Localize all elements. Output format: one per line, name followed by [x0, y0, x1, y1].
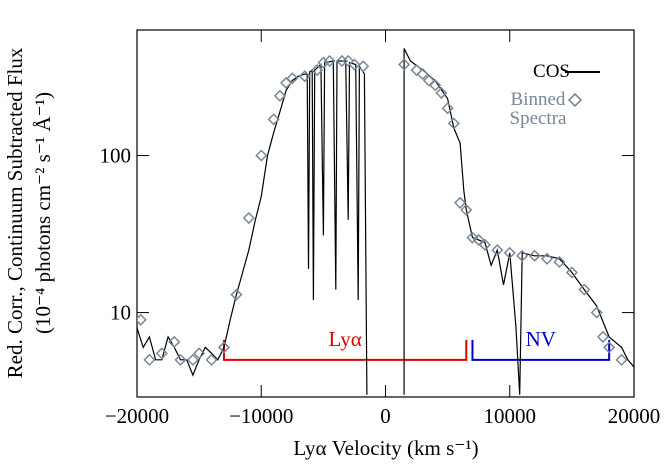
binned-point: [186, 353, 199, 366]
binned-point: [280, 76, 293, 89]
x-tick-label: −20000: [105, 404, 169, 428]
x-tick-label: 10000: [484, 404, 537, 428]
binned-point: [578, 283, 591, 296]
binned-point: [435, 86, 448, 100]
binned-point: [230, 288, 243, 301]
bracket: [222, 339, 468, 361]
binned-point: [348, 58, 361, 71]
binned-point: [528, 249, 541, 262]
binned-point: [242, 211, 255, 225]
y-axis-label: (10⁻⁴ photons cm⁻² s⁻¹ Å⁻¹): [31, 92, 55, 334]
binned-point: [273, 89, 286, 102]
binned-point: [453, 196, 467, 209]
binned-point: [311, 64, 324, 77]
binned-point: [503, 246, 516, 259]
plot-area: [137, 48, 634, 395]
y-tick-label: 10: [110, 301, 131, 325]
x-tick-label: 0: [380, 404, 391, 428]
binned-point: [193, 347, 206, 360]
legend-label: COS: [533, 61, 570, 82]
binned-point: [447, 117, 460, 130]
binned-point: [540, 252, 554, 265]
binned-point: [478, 238, 491, 251]
plot-frame: [136, 29, 635, 398]
y-tick-label: 100: [100, 144, 132, 168]
binned-point: [168, 335, 181, 349]
y-axis-label: Red. Corr., Continuum Subtracted Flux: [3, 47, 27, 378]
binned-point: [410, 64, 423, 77]
binned-point: [317, 56, 330, 69]
binned-point: [217, 341, 231, 354]
binned-point: [267, 113, 280, 126]
binned-point: [553, 255, 566, 269]
binned-point: [603, 341, 616, 354]
binned-point: [466, 231, 479, 244]
binned-point: [323, 54, 336, 68]
binned-point: [137, 313, 147, 326]
binned-point: [491, 244, 504, 257]
binned-point: [422, 74, 436, 87]
binned-point: [286, 72, 299, 85]
binned-point: [416, 68, 429, 81]
binned-point: [590, 306, 603, 319]
binned-point: [398, 58, 411, 71]
x-axis-label: Lyα Velocity (km s⁻¹): [293, 436, 478, 460]
binned-point: [143, 353, 156, 366]
binned-point: [429, 79, 442, 92]
binned-point: [516, 249, 529, 262]
binned-point: [596, 330, 609, 343]
binned-point: [298, 70, 311, 83]
bracket: [471, 339, 611, 361]
legend-label: Binned Spectra: [509, 89, 567, 129]
binned-point: [155, 347, 168, 360]
legend-marker: [567, 92, 583, 108]
binned-point: [460, 203, 473, 217]
binned-point: [205, 353, 218, 366]
binned-point: [174, 353, 187, 366]
binned-point: [342, 54, 355, 68]
binned-point: [255, 149, 268, 162]
annotation: NV: [526, 327, 556, 351]
x-tick-label: −10000: [229, 404, 293, 428]
binned-point: [441, 102, 454, 115]
binned-point: [615, 353, 628, 366]
binned-point: [565, 266, 578, 279]
binned-point: [357, 60, 370, 73]
x-tick-label: 20000: [608, 404, 661, 428]
binned-point: [472, 233, 485, 247]
annotation: Lyα: [329, 327, 362, 351]
